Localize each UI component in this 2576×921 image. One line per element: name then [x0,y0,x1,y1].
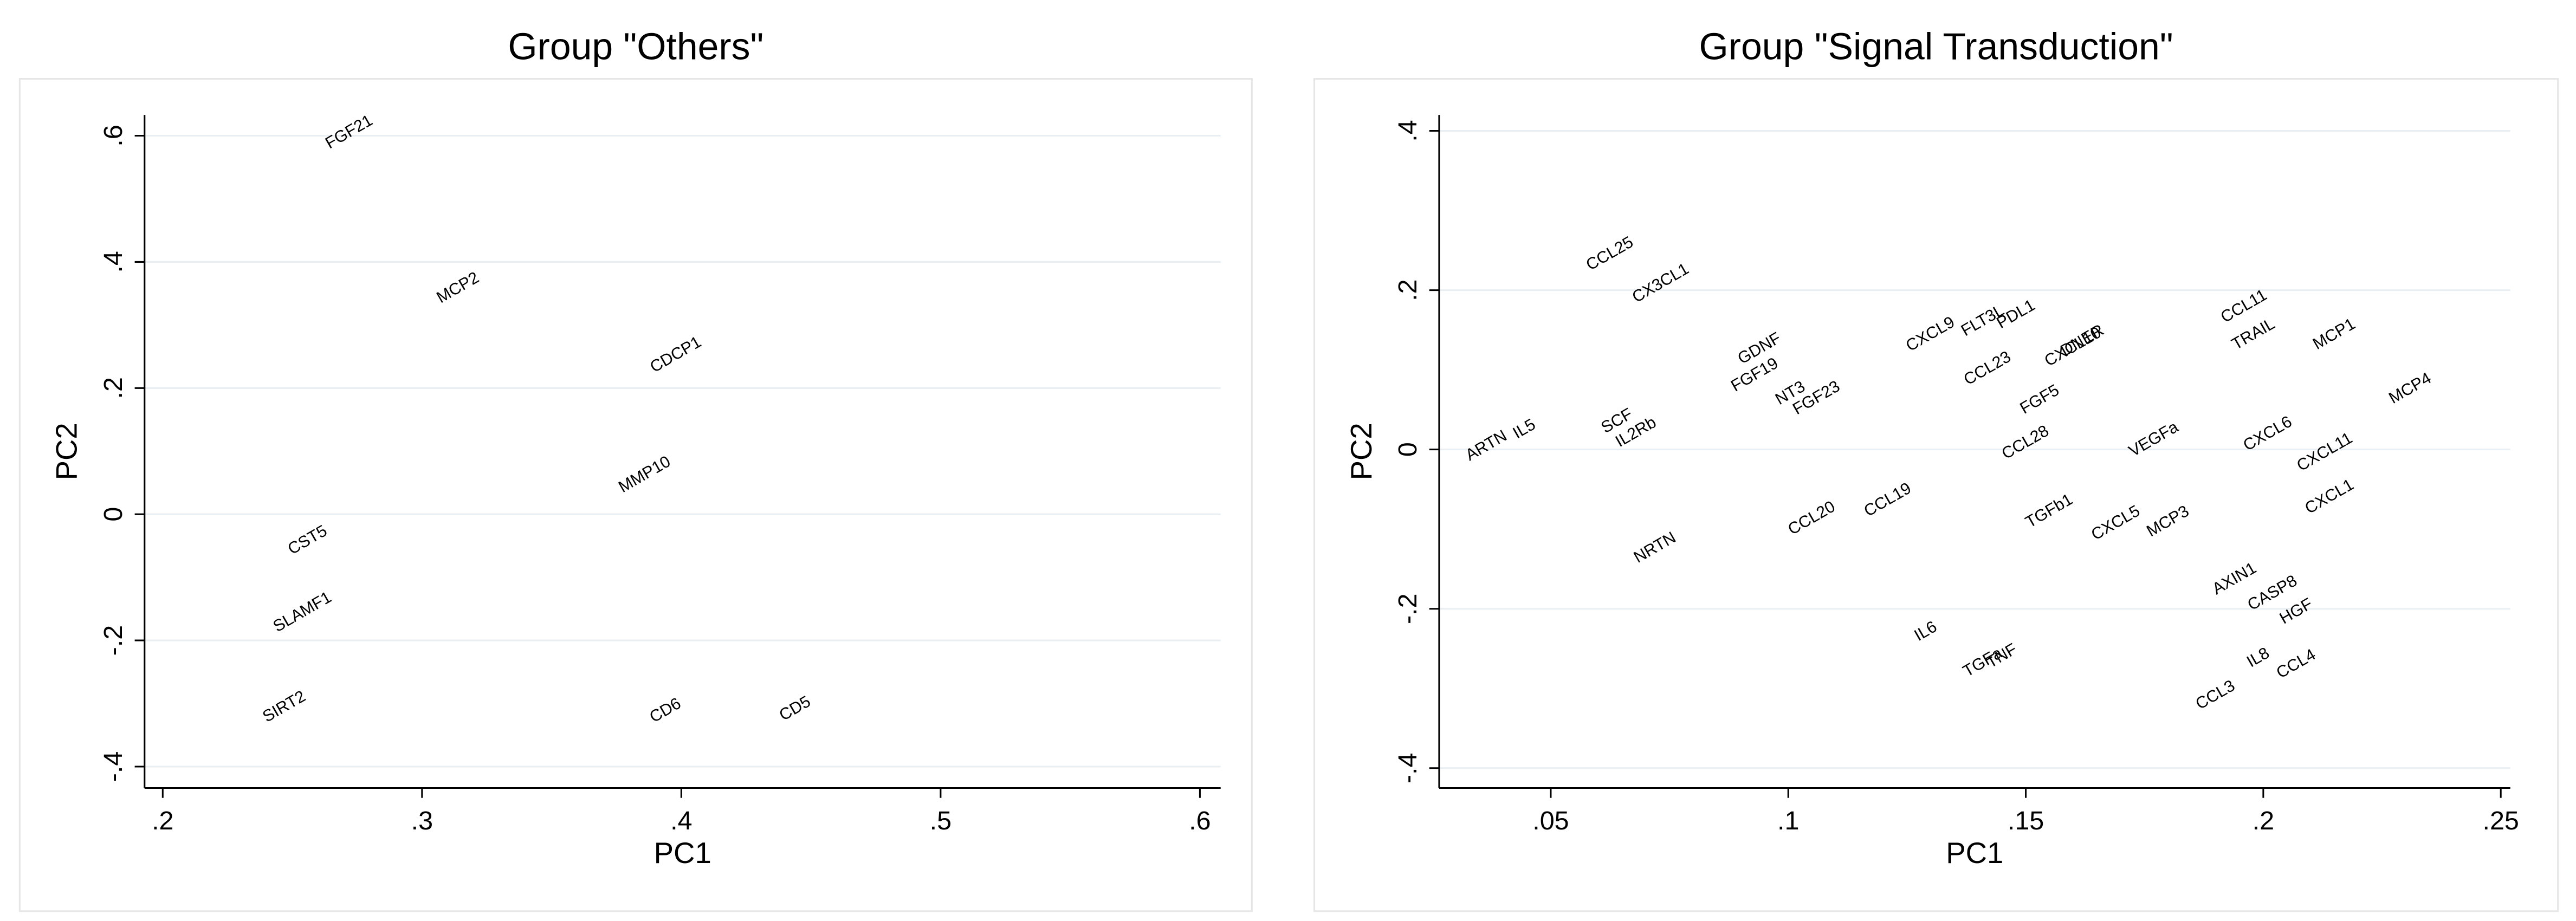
point-label: NRTN [1631,528,1679,566]
x-tick-label: .1 [1777,806,1799,835]
y-tick-label: -.2 [99,625,128,656]
point-label: CD6 [646,695,684,727]
point-label: MMP10 [616,452,674,496]
x-axis-title: PC1 [1946,836,2003,870]
y-tick-label: -.4 [1393,753,1422,783]
point-label: CXCL5 [2088,502,2143,543]
y-axis-title: PC2 [1345,423,1378,480]
point-label: TGFb1 [2023,490,2076,531]
point-label: ARTN [1462,427,1510,465]
point-label: HGF [2277,595,2316,628]
panel-frame [18,77,1253,912]
point-label: CDCP1 [647,333,704,377]
point-label: CX3CL1 [1629,260,1692,307]
y-tick-label: .6 [99,125,128,146]
point-label: CCL19 [1861,479,1914,521]
point-label: CXCL1 [2302,476,2357,517]
x-tick-label: .5 [930,806,952,835]
point-label: DNER [2058,321,2107,360]
x-tick-label: .4 [670,806,692,835]
point-label: SLAMF1 [270,588,335,635]
point-label: AXIN1 [2209,559,2259,598]
y-tick-label: .2 [99,377,128,399]
point-label: FGF5 [2017,381,2062,418]
x-tick-label: .05 [1532,806,1569,835]
point-label: CCL25 [1583,233,1636,274]
point-label: MCP1 [2310,315,2358,353]
chart-title: Group "Others" [508,25,763,67]
x-tick-label: .2 [2253,806,2274,835]
point-label: CCL28 [1999,422,2052,463]
point-label: MCP4 [2386,369,2434,407]
point-label: CCL3 [2193,677,2238,713]
point-label: IL8 [2244,644,2273,671]
point-label: PDL1 [1994,296,2038,332]
y-tick-label: 0 [99,507,128,522]
y-tick-label: -.2 [1393,593,1422,624]
chart-title: Group "Signal Transduction" [1699,25,2173,67]
point-label: MCP3 [2144,502,2192,541]
x-tick-label: .2 [152,806,173,835]
point-label: CCL23 [1961,348,2014,389]
x-tick-label: .15 [2008,806,2044,835]
point-label: CXCL11 [2294,429,2355,475]
y-tick-label: 0 [1393,442,1422,457]
x-tick-label: .6 [1189,806,1211,835]
point-label: CD5 [776,692,814,724]
y-tick-label: -.4 [99,751,128,782]
point-label: FGF21 [322,112,376,153]
point-label: MCP2 [433,269,482,307]
y-tick-label: .4 [1393,120,1422,141]
point-label: CXCL9 [1903,313,1958,355]
point-label: IL6 [1911,618,1940,645]
y-tick-label: .4 [99,251,128,273]
x-tick-label: .25 [2482,806,2519,835]
point-label: CST5 [285,522,331,558]
point-label: IL5 [1510,416,1538,443]
point-label: CCL20 [1785,497,1838,539]
point-label: CCL4 [2274,646,2319,682]
point-label: CXCL6 [2240,413,2295,455]
y-tick-label: .2 [1393,279,1422,301]
point-label: SIRT2 [260,687,308,726]
y-axis-title: PC2 [50,423,83,480]
point-label: VEGFa [2126,418,2182,460]
panel-frame [1313,77,2559,912]
x-tick-label: .3 [411,806,433,835]
x-axis-title: PC1 [654,836,711,870]
